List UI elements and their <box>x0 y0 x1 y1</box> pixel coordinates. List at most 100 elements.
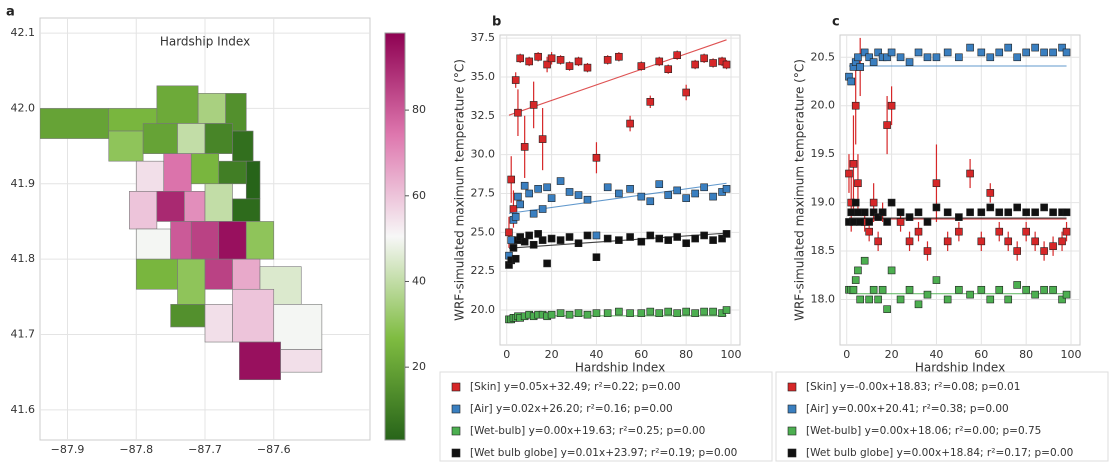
point <box>955 213 963 221</box>
point <box>854 179 862 188</box>
point <box>896 53 905 62</box>
panel-label: b <box>492 15 501 30</box>
point <box>507 175 516 184</box>
point <box>923 53 932 62</box>
point <box>574 239 583 248</box>
point <box>851 198 860 207</box>
point <box>691 234 699 243</box>
point <box>943 48 952 57</box>
point <box>1004 43 1013 52</box>
region <box>204 183 233 222</box>
legend-swatch <box>787 382 797 392</box>
point <box>1004 208 1013 217</box>
point <box>851 276 860 284</box>
region <box>204 258 233 290</box>
point <box>592 309 601 317</box>
legend-label: [Skin] y=0.05x+32.49; r²=0.22; p=0.00 <box>470 381 681 393</box>
point <box>849 160 858 168</box>
point <box>1022 208 1030 217</box>
y-tick-label: 22.5 <box>471 264 496 277</box>
point <box>543 183 551 192</box>
colorbar-tick-label: 60 <box>412 189 426 202</box>
region <box>204 123 233 154</box>
point <box>547 234 556 243</box>
point <box>1049 48 1057 57</box>
point <box>932 276 941 284</box>
point <box>995 208 1004 217</box>
point <box>986 203 995 212</box>
point <box>514 192 522 201</box>
point <box>592 153 601 162</box>
point <box>592 253 601 262</box>
panel-label: a <box>6 5 15 20</box>
point <box>538 205 547 213</box>
point <box>516 233 524 241</box>
x-tick-label: −87.9 <box>51 443 85 456</box>
region <box>204 304 233 343</box>
point <box>603 56 612 64</box>
point <box>673 309 681 317</box>
point <box>615 307 623 316</box>
point <box>854 53 862 62</box>
point <box>556 309 565 317</box>
x-tick-label: 100 <box>721 348 742 361</box>
y-tick-label: 41.8 <box>11 252 36 265</box>
point <box>534 230 542 238</box>
legend-label: [Air] y=0.00x+20.41; r²=0.38; p=0.00 <box>806 403 1009 415</box>
point <box>955 227 963 236</box>
point <box>932 179 941 188</box>
point <box>637 62 646 70</box>
point <box>896 295 905 304</box>
point <box>847 77 856 86</box>
point <box>516 200 524 209</box>
legend-swatch <box>451 426 461 436</box>
legend-label: [Wet bulb globe] y=0.00x+18.84; r²=0.17;… <box>806 447 1073 459</box>
point <box>1040 203 1048 212</box>
point <box>655 309 664 317</box>
point <box>664 236 673 244</box>
point <box>520 237 529 246</box>
fit-line <box>508 39 727 116</box>
x-tick-label: 80 <box>1019 348 1033 361</box>
point <box>1031 208 1039 217</box>
point <box>865 227 873 236</box>
point <box>525 189 533 198</box>
region <box>232 288 275 343</box>
point <box>509 244 518 252</box>
point <box>529 101 538 109</box>
point <box>874 213 882 221</box>
legend-label: [Wet bulb globe] y=0.01x+23.97; r²=0.19;… <box>470 447 737 459</box>
point <box>943 237 952 246</box>
point <box>574 309 583 317</box>
y-tick-label: 30.0 <box>471 148 496 161</box>
x-tick-label: 0 <box>503 348 510 361</box>
point <box>856 295 864 304</box>
point <box>887 48 896 57</box>
legend-swatch <box>787 426 797 436</box>
legend-label: [Air] y=0.02x+26.20; r²=0.16; p=0.00 <box>470 403 673 415</box>
point <box>691 189 699 198</box>
point <box>603 183 612 192</box>
point <box>883 53 891 62</box>
region <box>108 130 144 162</box>
point <box>543 259 551 268</box>
region <box>245 160 261 200</box>
point <box>682 194 690 202</box>
point <box>1049 208 1057 217</box>
x-tick-label: 40 <box>929 348 943 361</box>
point <box>977 48 986 57</box>
point <box>923 290 932 299</box>
point <box>682 88 690 97</box>
region <box>156 191 185 222</box>
point <box>943 208 952 217</box>
point <box>869 208 878 217</box>
plot-layer <box>845 37 1071 313</box>
legend-label: [Wet-bulb] y=0.00x+18.06; r²=0.00; p=0.7… <box>806 425 1041 437</box>
y-tick-label: 37.5 <box>471 31 496 44</box>
x-tick-label: 20 <box>545 348 559 361</box>
point <box>709 192 717 201</box>
point <box>914 300 923 309</box>
point <box>966 208 974 217</box>
y-tick-label: 25.0 <box>471 225 496 238</box>
